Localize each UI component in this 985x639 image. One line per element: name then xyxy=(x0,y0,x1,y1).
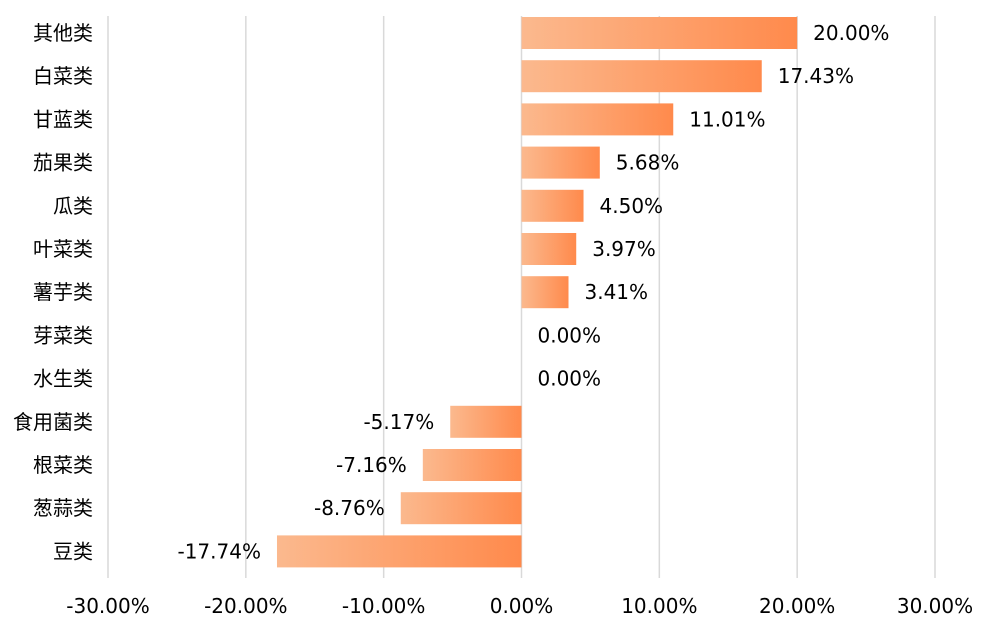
category-label: 食用菌类 xyxy=(13,410,93,434)
data-label: 3.97% xyxy=(592,237,656,261)
x-tick-label: 20.00% xyxy=(759,594,835,618)
category-label: 芽菜类 xyxy=(33,323,93,347)
bar xyxy=(521,233,577,265)
category-label: 茄果类 xyxy=(33,151,93,175)
data-label: 20.00% xyxy=(813,21,889,45)
category-label: 其他类 xyxy=(33,21,93,45)
value-labels: 20.00% 17.43% 11.01% 5.68% 4.50% 3.97% 3.41% 0.… xyxy=(177,21,889,563)
bar xyxy=(276,535,522,568)
x-axis-tick-labels: -30.00% -20.00% -10.00% 0.00% 10.00% 20.00% 30… xyxy=(66,594,973,618)
bar xyxy=(521,60,762,93)
data-label: 5.68% xyxy=(616,151,680,175)
data-label: -5.17% xyxy=(363,410,434,434)
category-label: 叶菜类 xyxy=(33,237,93,261)
bars xyxy=(276,17,798,568)
bar xyxy=(521,103,674,136)
x-tick-label: -20.00% xyxy=(204,594,287,618)
category-label: 瓜类 xyxy=(53,194,93,218)
bar xyxy=(521,146,600,179)
bar xyxy=(400,492,522,525)
data-label: -8.76% xyxy=(314,496,385,520)
data-label: 17.43% xyxy=(778,64,854,88)
x-tick-label: -10.00% xyxy=(342,594,425,618)
category-label: 根菜类 xyxy=(33,453,93,477)
category-label: 葱蒜类 xyxy=(33,496,93,520)
bar xyxy=(450,405,522,438)
category-label: 白菜类 xyxy=(33,64,93,88)
data-label: 0.00% xyxy=(538,367,602,391)
data-label: 11.01% xyxy=(689,107,765,131)
data-label: 3.41% xyxy=(585,280,649,304)
x-tick-label: 30.00% xyxy=(897,594,973,618)
bar xyxy=(521,276,569,309)
bar xyxy=(521,189,584,222)
category-label: 薯芋类 xyxy=(33,280,93,304)
bar xyxy=(422,449,522,481)
x-tick-label: 0.00% xyxy=(490,594,554,618)
category-label: 甘蓝类 xyxy=(33,107,93,131)
data-label: -17.74% xyxy=(177,539,260,563)
x-tick-label: 10.00% xyxy=(621,594,697,618)
category-label: 水生类 xyxy=(33,367,93,391)
x-tick-label: -30.00% xyxy=(66,594,149,618)
data-label: 4.50% xyxy=(600,194,664,218)
data-label: -7.16% xyxy=(336,453,407,477)
bar xyxy=(521,17,798,49)
category-label: 豆类 xyxy=(53,539,93,563)
data-label: 0.00% xyxy=(538,323,602,347)
